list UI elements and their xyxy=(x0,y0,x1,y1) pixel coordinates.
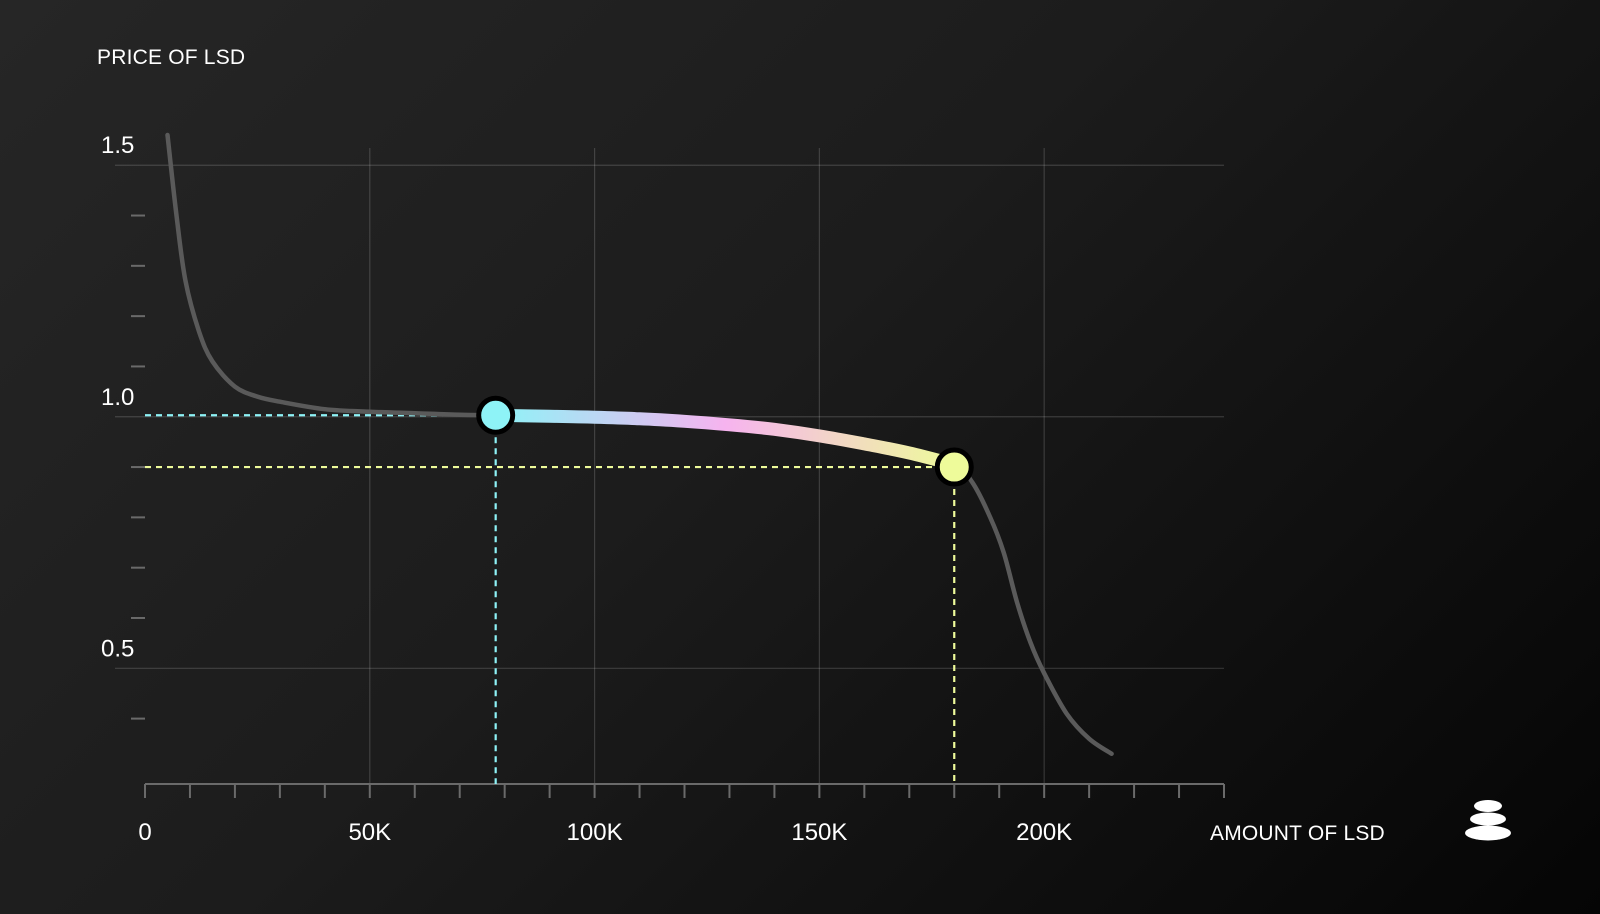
y-tick-label: 1.5 xyxy=(101,132,134,159)
y-axis-title: PRICE OF LSD xyxy=(97,46,245,69)
markers-group xyxy=(476,395,974,487)
x-tick-label: 200K xyxy=(1016,819,1072,846)
series-group xyxy=(165,132,1114,757)
y-tick-label: 0.5 xyxy=(101,635,134,662)
highlight-segment-line xyxy=(489,408,961,471)
curve-marker-point xyxy=(476,395,516,435)
curve-marker-point xyxy=(934,447,974,487)
stacked-stones-icon xyxy=(1465,800,1511,841)
x-tick-label: 150K xyxy=(791,819,847,846)
tick-labels: 0 50K 100K 150K 200K 0.5 1.0 1.5 xyxy=(101,132,1072,846)
x-tick-label: 50K xyxy=(348,819,391,846)
guide-lines xyxy=(145,414,956,784)
price-curve-line xyxy=(165,132,1114,757)
x-tick-label: 100K xyxy=(567,819,623,846)
y-tick-label: 1.0 xyxy=(101,384,134,411)
axes xyxy=(131,214,1225,798)
x-axis-title: AMOUNT OF LSD xyxy=(1210,822,1385,845)
x-tick-label: 0 xyxy=(138,819,151,846)
